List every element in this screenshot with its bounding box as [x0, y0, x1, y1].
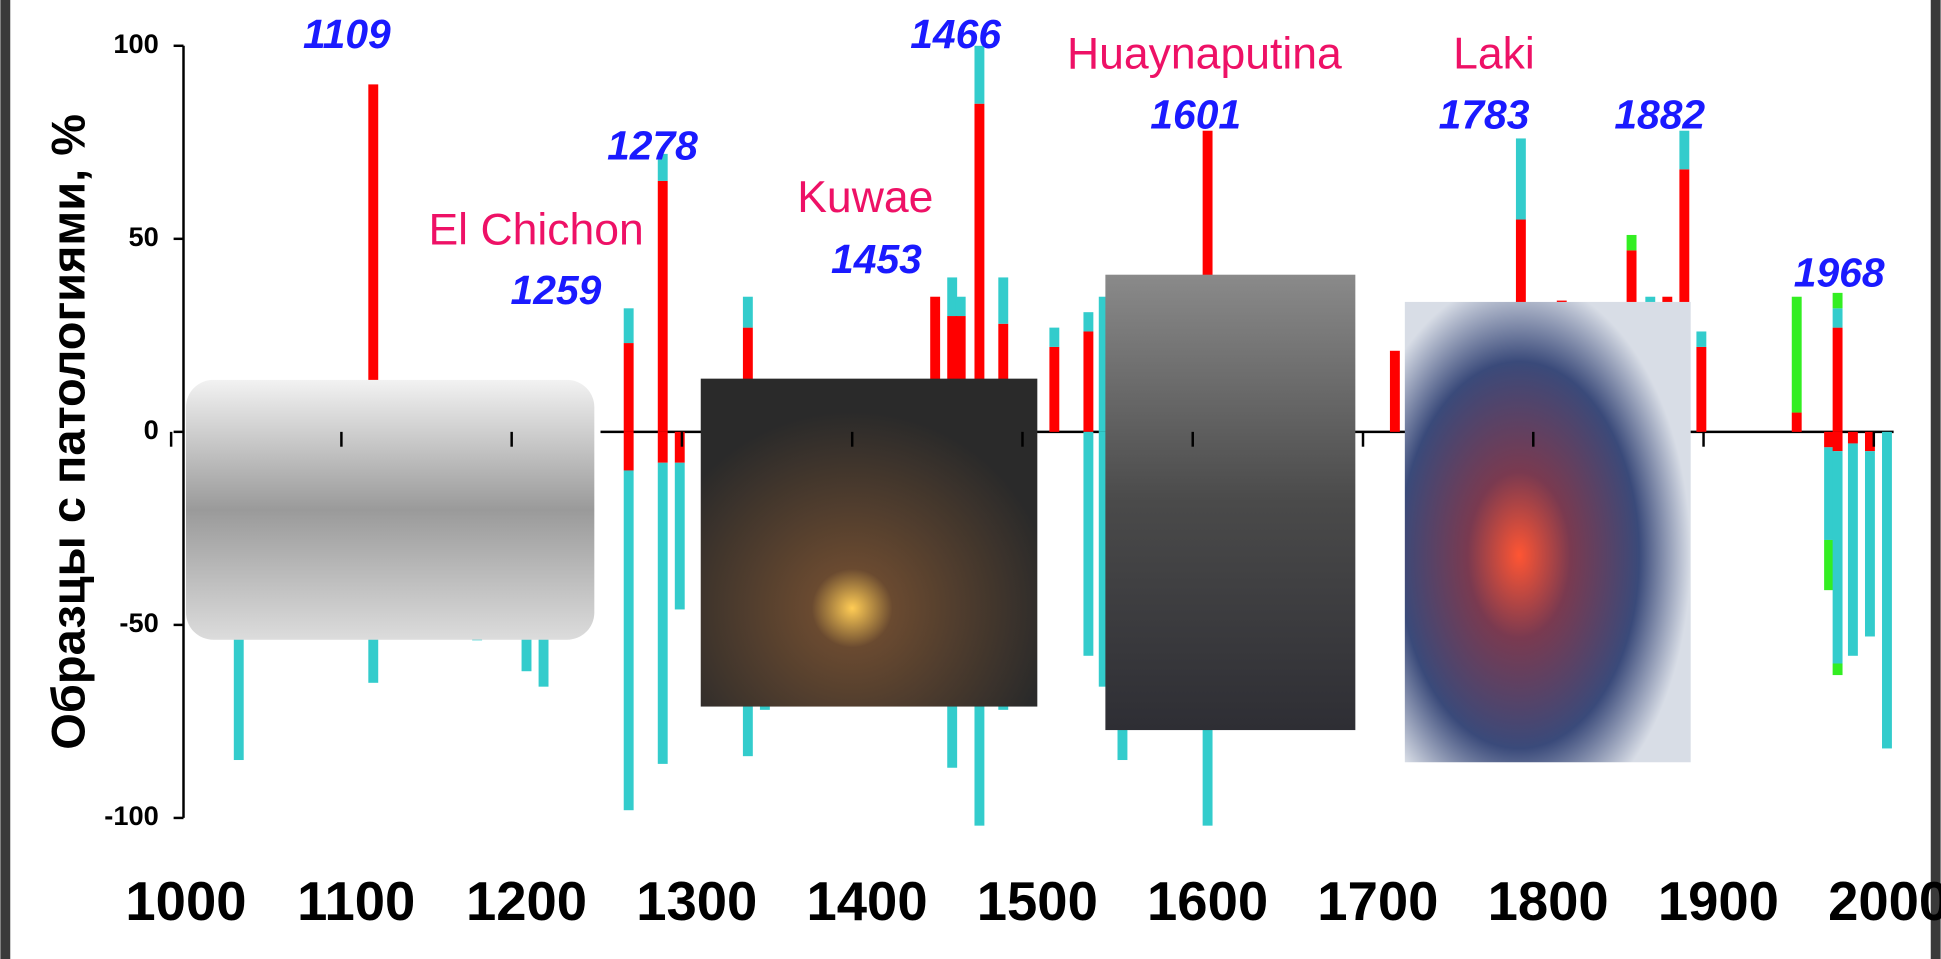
- year-label: 1278: [607, 122, 698, 168]
- volcano-photo: [1105, 274, 1356, 731]
- bar-segment: [1832, 451, 1843, 664]
- bar-segment: [1049, 346, 1060, 432]
- bar-segment: [742, 296, 753, 328]
- year-label: 1466: [910, 11, 1001, 57]
- bar-segment: [1832, 308, 1843, 328]
- bar-segment: [623, 308, 634, 344]
- bar-segment: [1791, 296, 1802, 413]
- bar-segment: [955, 296, 966, 317]
- bar-segment: [1696, 346, 1707, 432]
- x-tick-label: 1200: [466, 871, 587, 932]
- volcano-painting: [700, 378, 1038, 707]
- bar-segment: [657, 180, 668, 432]
- year-label: 1259: [511, 267, 602, 313]
- bar-segment: [947, 277, 958, 317]
- bar-segment: [623, 431, 634, 471]
- bar-segment: [1696, 331, 1707, 347]
- x-tick-label: 1400: [806, 871, 927, 932]
- bar-segment: [1098, 431, 1109, 687]
- year-label: 1882: [1614, 91, 1705, 137]
- year-label: 1783: [1439, 91, 1530, 137]
- bar-segment: [1083, 431, 1094, 656]
- bar-segment: [1679, 130, 1690, 170]
- bar-segment: [998, 323, 1009, 432]
- bar-segment: [998, 277, 1009, 324]
- bar-segment: [1515, 138, 1526, 220]
- bar-segment: [1864, 451, 1875, 637]
- bar-segment: [1626, 234, 1637, 251]
- bar-segment: [1864, 431, 1875, 452]
- bar-segment: [1832, 663, 1843, 676]
- bar-segment: [974, 103, 985, 432]
- bar-segment: [955, 316, 966, 432]
- bar-segment: [657, 431, 668, 463]
- bar-segment: [657, 153, 668, 181]
- x-tick-label: 1600: [1147, 871, 1268, 932]
- x-tick-label: 2000: [1828, 871, 1941, 932]
- x-tick-label: 1900: [1658, 871, 1779, 932]
- bar-segment: [1824, 431, 1835, 448]
- y-tick-label: -100: [104, 800, 158, 831]
- y-axis-label: Образцы с патологиями, %: [42, 114, 95, 750]
- x-tick-label: 1000: [125, 871, 246, 932]
- x-tick-label: 1800: [1488, 871, 1609, 932]
- bar-segment: [623, 343, 634, 432]
- bar-segment: [1824, 447, 1835, 540]
- bar-segment: [1832, 431, 1843, 452]
- bar-segment: [947, 316, 958, 432]
- bar-segment: [974, 45, 985, 104]
- x-tick-label: 1100: [297, 871, 415, 932]
- bar-segment: [1049, 327, 1060, 347]
- x-tick-label: 1700: [1317, 871, 1438, 932]
- y-tick-label: -50: [119, 607, 158, 638]
- bar-segment: [1824, 539, 1835, 591]
- y-tick-label: 50: [128, 221, 158, 252]
- year-label: 1968: [1794, 250, 1885, 296]
- volcano-name: Kuwae: [797, 173, 933, 222]
- bar-segment: [674, 431, 685, 463]
- y-tick-label: 100: [113, 28, 158, 59]
- y-tick-label: 0: [144, 414, 159, 445]
- bar-segment: [1832, 327, 1843, 432]
- year-label: 1601: [1150, 91, 1241, 137]
- volcano-name: El Chichon: [428, 205, 643, 254]
- bar-segment: [368, 84, 379, 432]
- bar-segment: [1083, 312, 1094, 332]
- year-label: 1453: [831, 236, 922, 282]
- volcano-name: Huaynaputina: [1067, 30, 1342, 79]
- bar-segment: [1847, 431, 1858, 444]
- volcano-photo: [1404, 301, 1691, 763]
- bar-segment: [623, 470, 634, 811]
- x-tick-label: 1300: [636, 871, 757, 932]
- bar-segment: [1832, 292, 1843, 309]
- bar-segment: [930, 296, 941, 432]
- bar-segment: [1882, 431, 1892, 749]
- bar-segment: [1847, 443, 1858, 656]
- bar-segment: [1098, 296, 1109, 432]
- volcano-engraving: [185, 379, 595, 640]
- x-tick-label: 1500: [977, 871, 1098, 932]
- bar-segment: [1083, 331, 1094, 432]
- bar-segment: [1389, 350, 1400, 432]
- bar-segment: [1791, 412, 1802, 432]
- volcano-name: Laki: [1453, 30, 1535, 79]
- bar-segment: [674, 462, 685, 610]
- bar-segment: [657, 462, 668, 764]
- bar-segment: [1679, 169, 1690, 432]
- year-label: 1109: [303, 11, 391, 57]
